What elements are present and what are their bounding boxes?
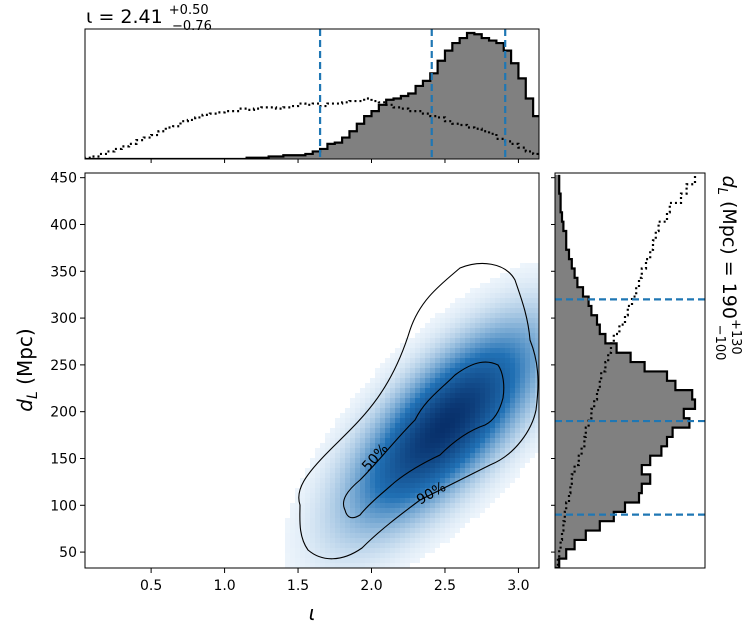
right-y-ticks [551, 177, 555, 553]
y-tick-label: 350 [50, 264, 77, 280]
y-tick-label: 250 [50, 358, 77, 374]
top-panel-title: ι = 2.41 +0.50 −0.76 [86, 0, 215, 34]
x-axis-label: ι [309, 601, 316, 625]
main-panel-frame [84, 172, 540, 569]
x-tick-label: 1.5 [287, 578, 309, 594]
top-panel-frame [84, 28, 540, 160]
right-panel-frame [554, 172, 706, 569]
y-tick-label: 300 [50, 311, 77, 327]
dl-prior-histogram [555, 174, 697, 568]
x-tick-label: 3.0 [507, 578, 529, 594]
x-tick-label: 2.0 [360, 578, 382, 594]
x-tick-label: 1.0 [213, 578, 235, 594]
y-tick-label: 400 [50, 217, 77, 233]
top-marginal-panel [84, 28, 540, 163]
y-tick-label: 450 [50, 171, 77, 187]
iota-posterior-fill [85, 33, 539, 159]
iota-posterior-histogram [85, 31, 539, 159]
y-tick-label: 150 [50, 451, 77, 467]
y-axis-label: dL (Mpc) [13, 328, 41, 411]
y-tick-label: 200 [50, 405, 77, 421]
x-tick-label: 0.5 [140, 578, 162, 594]
main-y-axis: 50 100 150 200 250 300 350 400 450 [50, 171, 85, 561]
y-tick-label: 50 [59, 545, 77, 561]
iota-prior-histogram [85, 97, 539, 159]
contour-90-line [298, 263, 539, 560]
x-tick-label: 2.5 [434, 578, 456, 594]
density-heatmap [285, 263, 539, 568]
contour-50-line [342, 361, 505, 519]
right-marginal-panel [551, 172, 706, 569]
y-tick-label: 100 [50, 498, 77, 514]
main-panel: 50% 90% 0.5 1.0 1.5 2.0 2.5 3.0 5010015020025… [50, 171, 540, 594]
right-panel-title: dL (Mpc) = 190+130−100 [712, 176, 743, 361]
dl-posterior-histogram [555, 174, 697, 568]
dl-posterior-fill [555, 174, 695, 568]
main-x-axis: 0.5 1.0 1.5 2.0 2.5 3.0 [140, 568, 530, 594]
top-x-ticks [150, 159, 519, 163]
